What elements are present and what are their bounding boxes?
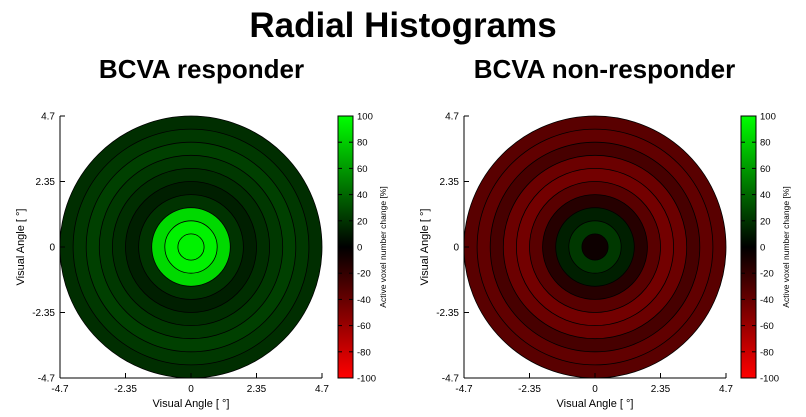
colorbar-label: Active voxel number change [%] bbox=[781, 186, 791, 307]
colorbar-tick-label: -100 bbox=[760, 374, 779, 385]
y-tick-label: 4.7 bbox=[41, 112, 55, 123]
colorbar-tick-label: -40 bbox=[760, 295, 774, 306]
colorbar-tick-label: 0 bbox=[357, 243, 362, 254]
colorbar-tick-label: 100 bbox=[357, 112, 373, 123]
colorbar-tick-label: -60 bbox=[760, 321, 774, 332]
colorbar-tick-label: 40 bbox=[760, 190, 771, 201]
y-tick-label: -2.35 bbox=[436, 308, 459, 319]
y-tick-label: -2.35 bbox=[32, 308, 55, 319]
colorbar-tick-label: -20 bbox=[357, 269, 371, 280]
x-tick-label: -4.7 bbox=[51, 384, 69, 395]
colorbar-tick-label: 0 bbox=[760, 243, 765, 254]
panel-0: -4.7 -2.35 0 2.35 4.7 4.7 2.35 0 -2.35 -4.7 Visual… bbox=[15, 112, 388, 411]
colorbar-tick-label: 80 bbox=[760, 138, 771, 149]
panel-title-responder: BCVA responder bbox=[98, 54, 305, 84]
x-tick-label: -4.7 bbox=[455, 384, 473, 395]
ring-0 bbox=[581, 233, 609, 261]
y-tick-label: 4.7 bbox=[445, 112, 459, 123]
x-tick-label: 4.7 bbox=[315, 384, 329, 395]
x-tick-label: -2.35 bbox=[518, 384, 541, 395]
x-axis-label: Visual Angle [ °] bbox=[153, 398, 230, 410]
y-tick-label: -4.7 bbox=[442, 374, 460, 385]
colorbar-tick-label: 20 bbox=[357, 216, 368, 227]
x-tick-label: 0 bbox=[592, 384, 598, 395]
colorbar-tick-label: 60 bbox=[357, 164, 368, 175]
y-tick-label: -4.7 bbox=[38, 374, 56, 385]
y-tick-label: 2.35 bbox=[440, 177, 460, 188]
x-tick-label: 2.35 bbox=[247, 384, 267, 395]
colorbar-tick-label: -60 bbox=[357, 321, 371, 332]
y-tick-label: 0 bbox=[49, 243, 55, 254]
colorbar-tick-label: 60 bbox=[760, 164, 771, 175]
x-tick-label: 2.35 bbox=[651, 384, 671, 395]
x-tick-label: 4.7 bbox=[719, 384, 733, 395]
colorbar-tick-label: -80 bbox=[760, 347, 774, 358]
colorbar-tick-label: -80 bbox=[357, 347, 371, 358]
y-tick-label: 2.35 bbox=[36, 177, 56, 188]
colorbar-tick-label: -100 bbox=[357, 374, 376, 385]
colorbar-tick-label: 80 bbox=[357, 138, 368, 149]
colorbar-tick-label: -40 bbox=[357, 295, 371, 306]
colorbar-tick-label: -20 bbox=[760, 269, 774, 280]
colorbar-tick-label: 40 bbox=[357, 190, 368, 201]
x-tick-label: 0 bbox=[188, 384, 194, 395]
figure-title: Radial Histograms bbox=[249, 6, 557, 45]
colorbar-tick-label: 100 bbox=[760, 112, 776, 123]
y-tick-label: 0 bbox=[453, 243, 459, 254]
y-axis-label: Visual Angle [ °] bbox=[15, 209, 27, 286]
x-tick-label: -2.35 bbox=[114, 384, 137, 395]
panel-title-non-responder: BCVA non-responder bbox=[473, 54, 736, 84]
x-axis-label: Visual Angle [ °] bbox=[557, 398, 634, 410]
ring-0 bbox=[177, 233, 205, 261]
colorbar-label: Active voxel number change [%] bbox=[378, 186, 388, 307]
panel-1: -4.7 -2.35 0 2.35 4.7 4.7 2.35 0 -2.35 -4.7 Visual… bbox=[419, 112, 791, 411]
colorbar-tick-label: 20 bbox=[760, 216, 771, 227]
y-axis-label: Visual Angle [ °] bbox=[419, 209, 431, 286]
